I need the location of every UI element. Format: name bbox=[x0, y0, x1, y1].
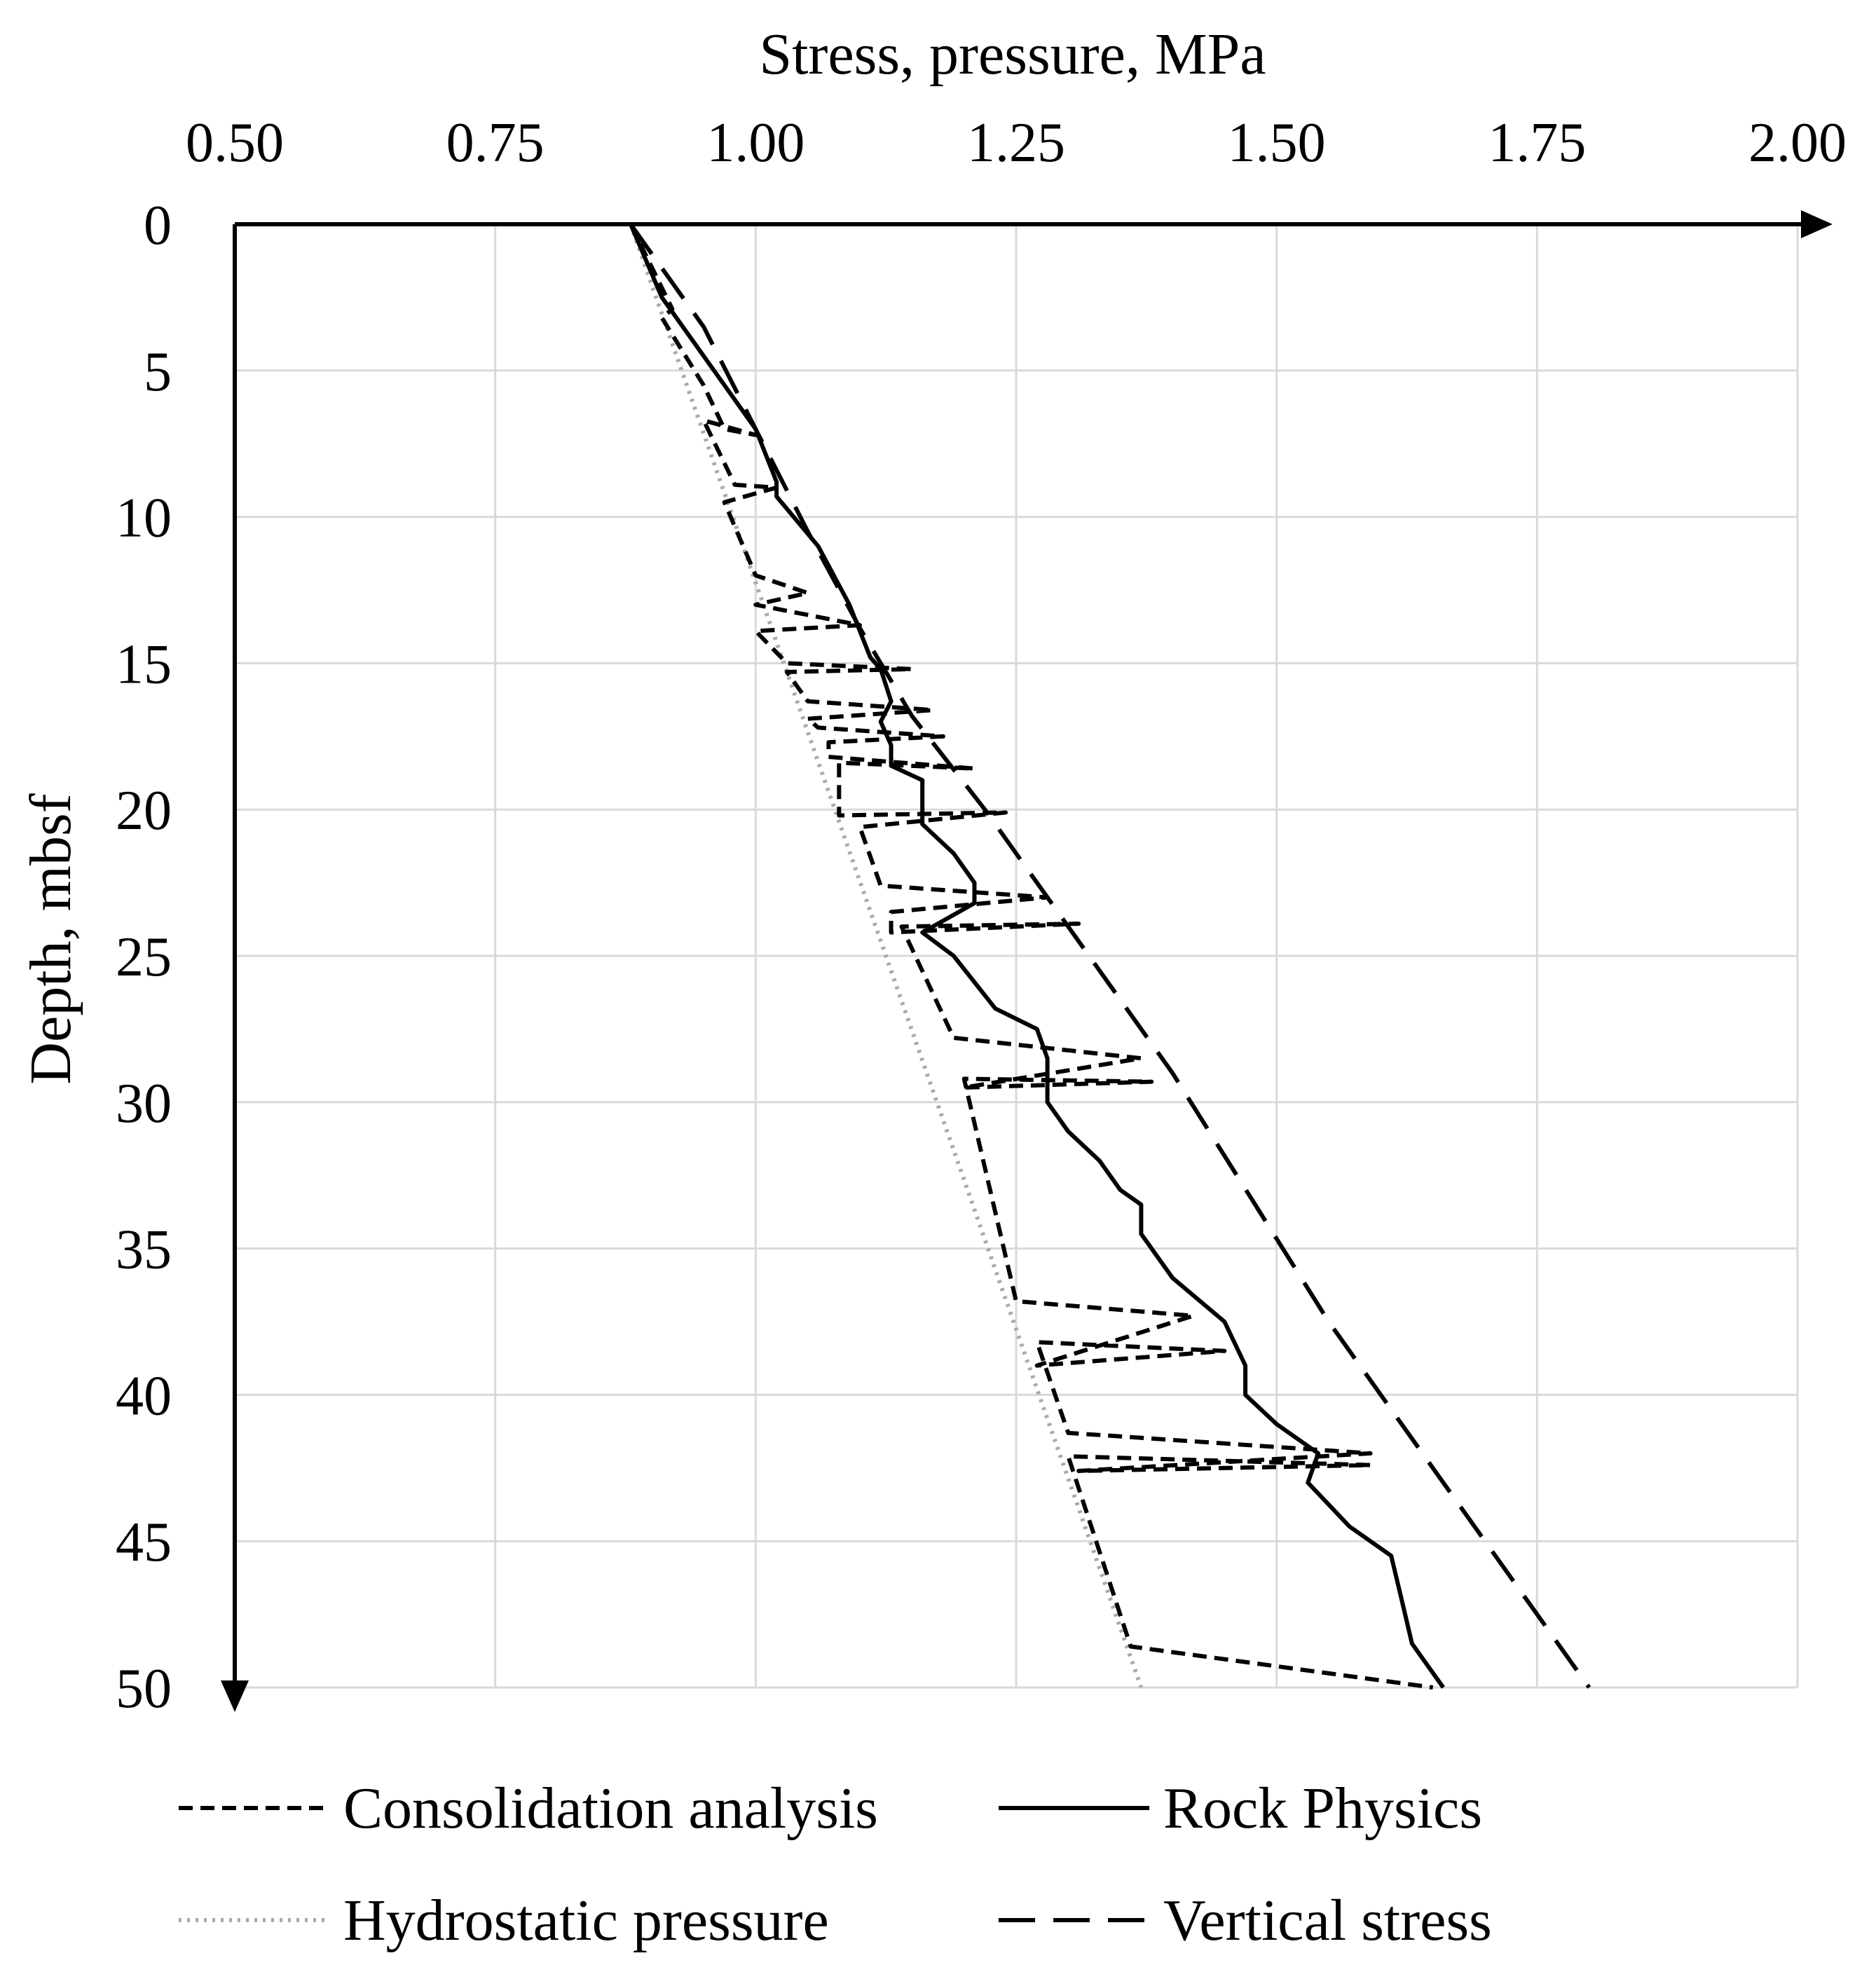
series-line-consolidation-analysis bbox=[629, 223, 1434, 1690]
y-tick-label: 10 bbox=[116, 488, 172, 549]
x-tick-label: 1.25 bbox=[967, 112, 1065, 174]
tick-labels: 0.50 0.75 1.00 1.25 1.50 1.75 2.00 0 5 10 15 20 25 30… bbox=[116, 112, 1847, 1720]
y-axis-title: Depth, mbsf bbox=[18, 793, 83, 1084]
x-axis-arrow bbox=[1801, 210, 1833, 238]
series-line-vertical-stress bbox=[629, 223, 1591, 1689]
x-tick-label: 1.50 bbox=[1228, 112, 1326, 174]
y-tick-label: 30 bbox=[116, 1073, 172, 1135]
axes bbox=[221, 210, 1833, 1712]
series-lines bbox=[629, 223, 1591, 1690]
series-line-rock-physics bbox=[629, 223, 1445, 1689]
y-tick-label: 0 bbox=[144, 195, 172, 256]
legend-label: Rock Physics bbox=[1163, 1776, 1482, 1841]
legend-label: Consolidation analysis bbox=[343, 1776, 878, 1841]
legend-label: Hydrostatic pressure bbox=[343, 1888, 829, 1953]
y-tick-label: 35 bbox=[116, 1219, 172, 1281]
y-tick-label: 20 bbox=[116, 780, 172, 842]
x-axis-title: Stress, pressure, MPa bbox=[759, 22, 1266, 87]
y-tick-label: 40 bbox=[116, 1365, 172, 1427]
y-axis-arrow bbox=[221, 1680, 249, 1712]
y-tick-label: 50 bbox=[116, 1658, 172, 1720]
x-tick-label: 1.00 bbox=[706, 112, 805, 174]
series-line-hydrostatic-pressure bbox=[629, 224, 1144, 1688]
x-tick-label: 0.75 bbox=[446, 112, 545, 174]
gridlines bbox=[235, 224, 1799, 1689]
x-tick-label: 2.00 bbox=[1748, 112, 1847, 174]
legend-label: Vertical stress bbox=[1163, 1888, 1492, 1953]
x-tick-label: 1.75 bbox=[1488, 112, 1586, 174]
y-tick-label: 15 bbox=[116, 634, 172, 695]
y-tick-label: 25 bbox=[116, 926, 172, 988]
x-tick-label: 0.50 bbox=[186, 112, 284, 174]
y-tick-label: 45 bbox=[116, 1512, 172, 1573]
y-tick-label: 5 bbox=[144, 341, 172, 403]
legend: Consolidation analysis Rock Physics Hydros… bbox=[179, 1776, 1492, 1953]
